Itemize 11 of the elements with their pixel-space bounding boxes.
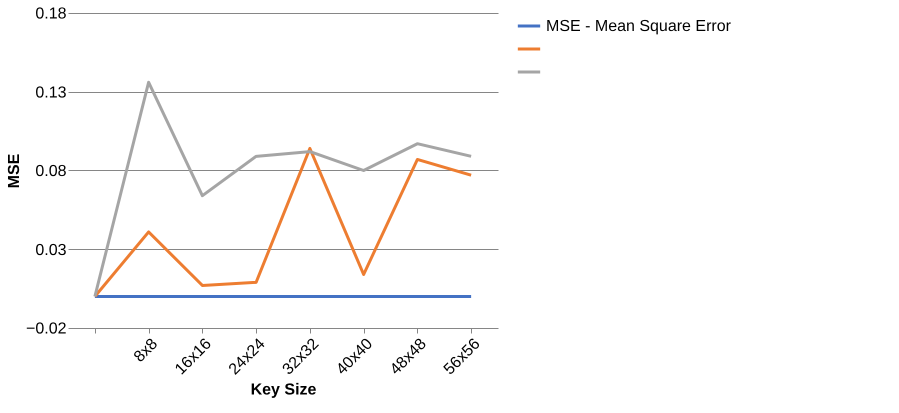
y-tick-label: 0.03 [35,242,67,259]
y-tick-label: 0.18 [35,6,67,22]
legend-label: MSE - Mean Square Error [546,18,732,35]
y-tick-label: −0.02 [26,320,67,338]
y-tick-label: 0.13 [35,84,67,102]
line-series [93,146,473,298]
line-series [93,80,473,298]
y-tick-label: 0.08 [35,163,67,180]
y-axis-title: MSE [6,153,24,188]
x-tick-label: 8x8 [130,335,162,366]
x-axis-title: Key Size [250,382,317,399]
